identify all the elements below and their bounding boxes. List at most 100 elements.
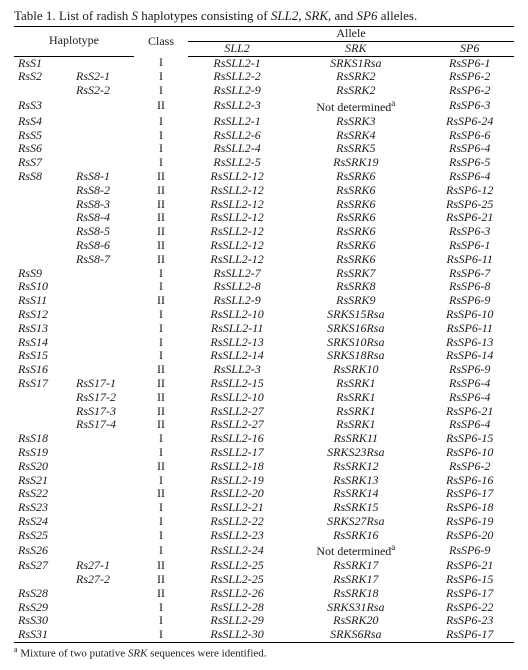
cell-class: II — [134, 418, 188, 432]
cell-srk: RsSRK17 — [286, 559, 425, 573]
caption-gene-sp6: SP6 — [357, 8, 378, 23]
cell-haplotype-main: RsS6 — [14, 142, 72, 156]
cell-srk: SRKS1Rsa — [286, 56, 425, 70]
table-row: RsS8RsS8-1IIRsSLL2-12RsSRK6RsSP6-4 — [14, 170, 514, 184]
cell-sp6: RsSP6-25 — [425, 198, 514, 212]
cell-haplotype-main: RsS12 — [14, 308, 72, 322]
cell-sp6: RsSP6-21 — [425, 211, 514, 225]
cell-class: I — [134, 322, 188, 336]
cell-haplotype-sub: RsS17-1 — [72, 377, 134, 391]
col-sll2: SLL2 — [188, 41, 286, 56]
table-row: RsS17-2IIRsSLL2-10RsSRK1RsSP6-4 — [14, 391, 514, 405]
table-body: RsS1IRsSLL2-1SRKS1RsaRsSP6-1RsS2RsS2-1IR… — [14, 56, 514, 642]
cell-srk: RsSRK4 — [286, 129, 425, 143]
cell-sll2: RsSLL2-26 — [188, 587, 286, 601]
cell-haplotype-sub: RsS17-4 — [72, 418, 134, 432]
haplotype-table: Haplotype Class Allele SLL2 SRK SP6 RsS1… — [14, 26, 514, 643]
cell-haplotype-main: RsS9 — [14, 267, 72, 281]
cell-haplotype-sub — [72, 460, 134, 474]
cell-class: I — [134, 84, 188, 98]
cell-sll2: RsSLL2-12 — [188, 253, 286, 267]
cell-haplotype-sub: RsS2-2 — [72, 84, 134, 98]
cell-haplotype-main: RsS23 — [14, 501, 72, 515]
cell-sll2: RsSLL2-10 — [188, 308, 286, 322]
table-row: RsS4IRsSLL2-1RsSRK3RsSP6-24 — [14, 115, 514, 129]
table-row: RsS7IRsSLL2-5RsSRK19RsSP6-5 — [14, 156, 514, 170]
cell-haplotype-main: RsS11 — [14, 294, 72, 308]
cell-haplotype-main: RsS13 — [14, 322, 72, 336]
cell-haplotype-main: RsS10 — [14, 280, 72, 294]
cell-haplotype-main: RsS22 — [14, 487, 72, 501]
cell-class: I — [134, 349, 188, 363]
cell-sp6: RsSP6-19 — [425, 515, 514, 529]
cell-sp6: RsSP6-10 — [425, 446, 514, 460]
table-row: RsS23IRsSLL2-21RsSRK15RsSP6-18 — [14, 501, 514, 515]
cell-haplotype-sub — [72, 98, 134, 115]
cell-haplotype-sub: RsS8-1 — [72, 170, 134, 184]
cell-sll2: RsSLL2-21 — [188, 501, 286, 515]
cell-sp6: RsSP6-16 — [425, 474, 514, 488]
cell-class: II — [134, 405, 188, 419]
cell-sll2: RsSLL2-13 — [188, 336, 286, 350]
cell-class: II — [134, 377, 188, 391]
cell-srk: RsSRK11 — [286, 432, 425, 446]
cell-haplotype-main: RsS8 — [14, 170, 72, 184]
table-row: RsS2RsS2-1IRsSLL2-2RsSRK2RsSP6-2 — [14, 70, 514, 84]
table-footnote: a Mixture of two putative SRK sequences … — [14, 645, 514, 660]
cell-sp6: RsSP6-23 — [425, 614, 514, 628]
cell-sll2: RsSLL2-27 — [188, 418, 286, 432]
cell-haplotype-sub — [72, 267, 134, 281]
cell-srk: RsSRK1 — [286, 405, 425, 419]
cell-haplotype-sub — [72, 294, 134, 308]
cell-class: II — [134, 587, 188, 601]
cell-sll2: RsSLL2-14 — [188, 349, 286, 363]
cell-sp6: RsSP6-7 — [425, 267, 514, 281]
cell-sll2: RsSLL2-1 — [188, 56, 286, 70]
cell-sll2: RsSLL2-7 — [188, 267, 286, 281]
cell-haplotype-sub — [72, 601, 134, 615]
cell-haplotype-main: RsS28 — [14, 587, 72, 601]
cell-class: II — [134, 170, 188, 184]
cell-sp6: RsSP6-4 — [425, 142, 514, 156]
cell-sp6: RsSP6-18 — [425, 501, 514, 515]
cell-srk: RsSRK8 — [286, 280, 425, 294]
cell-haplotype-main — [14, 391, 72, 405]
cell-class: II — [134, 225, 188, 239]
table-row: RsS17RsS17-1IIRsSLL2-15RsSRK1RsSP6-4 — [14, 377, 514, 391]
cell-srk: RsSRK20 — [286, 614, 425, 628]
cell-sp6: RsSP6-22 — [425, 601, 514, 615]
cell-haplotype-sub — [72, 446, 134, 460]
cell-haplotype-sub — [72, 515, 134, 529]
cell-sll2: RsSLL2-25 — [188, 559, 286, 573]
cell-haplotype-sub — [72, 156, 134, 170]
footnote-text: sequences were identified. — [147, 648, 266, 660]
col-haplotype: Haplotype — [14, 27, 134, 57]
cell-haplotype-main: RsS21 — [14, 474, 72, 488]
table-row: RsS27Rs27-1IIRsSLL2-25RsSRK17RsSP6-21 — [14, 559, 514, 573]
cell-haplotype-main — [14, 418, 72, 432]
cell-sp6: RsSP6-2 — [425, 70, 514, 84]
cell-sp6: RsSP6-3 — [425, 225, 514, 239]
cell-haplotype-sub — [72, 628, 134, 642]
col-srk: SRK — [286, 41, 425, 56]
cell-srk: RsSRK12 — [286, 460, 425, 474]
cell-srk: RsSRK6 — [286, 170, 425, 184]
cell-haplotype-main: RsS19 — [14, 446, 72, 460]
cell-haplotype-sub: RsS8-6 — [72, 239, 134, 253]
cell-srk: RsSRK6 — [286, 253, 425, 267]
table-row: RsS17-3IIRsSLL2-27RsSRK1RsSP6-21 — [14, 405, 514, 419]
cell-sp6: RsSP6-15 — [425, 573, 514, 587]
cell-haplotype-main: RsS25 — [14, 529, 72, 543]
cell-sll2: RsSLL2-9 — [188, 84, 286, 98]
cell-srk: RsSRK19 — [286, 156, 425, 170]
cell-haplotype-main: RsS17 — [14, 377, 72, 391]
cell-sll2: RsSLL2-12 — [188, 225, 286, 239]
cell-class: II — [134, 460, 188, 474]
cell-class: II — [134, 184, 188, 198]
caption-text: Table 1. List of radish — [14, 8, 132, 23]
cell-sll2: RsSLL2-25 — [188, 573, 286, 587]
cell-class: I — [134, 308, 188, 322]
cell-haplotype-sub — [72, 142, 134, 156]
cell-haplotype-main: RsS7 — [14, 156, 72, 170]
cell-haplotype-sub — [72, 487, 134, 501]
